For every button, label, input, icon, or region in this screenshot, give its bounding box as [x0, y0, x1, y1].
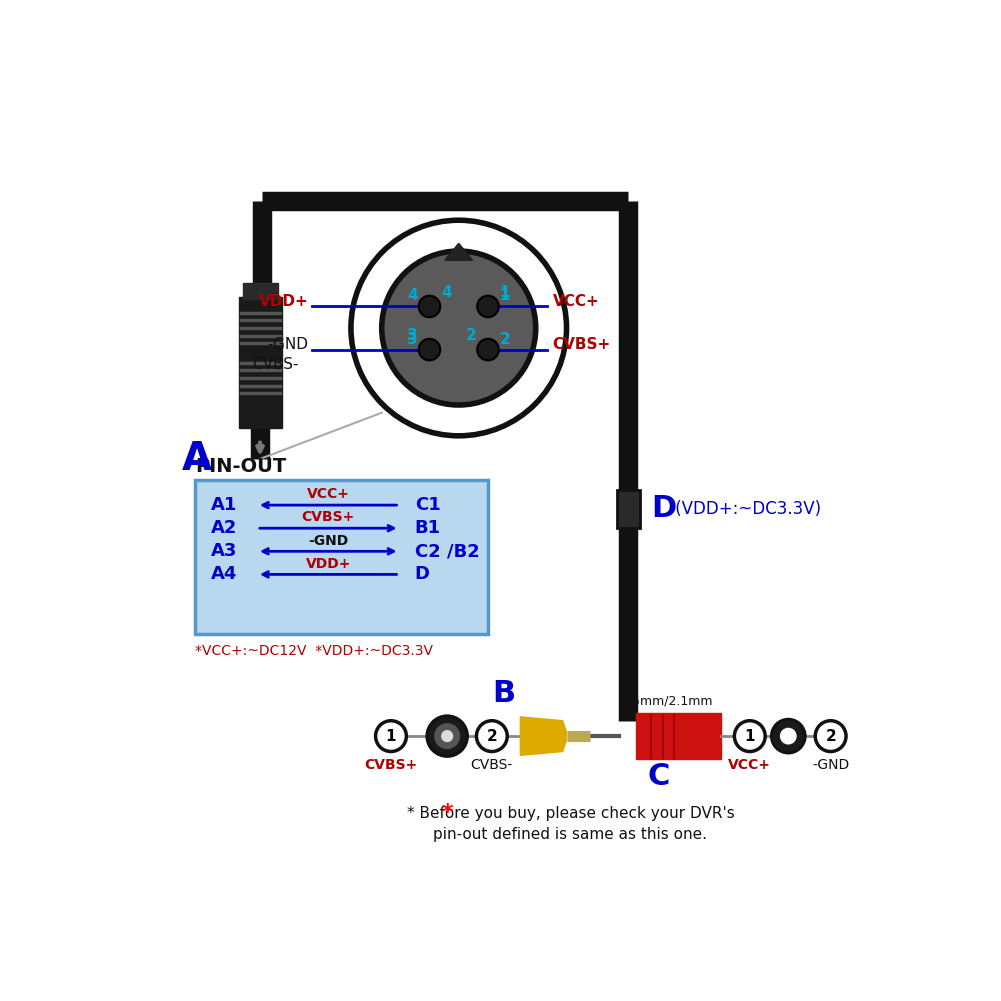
- Polygon shape: [636, 713, 721, 759]
- Text: B1: B1: [414, 520, 441, 538]
- Text: * Before you buy, please check your DVR's: * Before you buy, please check your DVR'…: [406, 806, 735, 821]
- Circle shape: [441, 731, 452, 742]
- Text: VDD+: VDD+: [259, 294, 308, 309]
- Text: -GND: -GND: [267, 337, 308, 352]
- Circle shape: [772, 719, 805, 753]
- Circle shape: [418, 295, 440, 317]
- Text: D: D: [652, 494, 677, 524]
- Polygon shape: [444, 243, 472, 260]
- Circle shape: [476, 721, 508, 752]
- Text: 1: 1: [499, 288, 511, 303]
- Text: CVBS-: CVBS-: [252, 357, 298, 372]
- Text: 5.5mm/2.1mm: 5.5mm/2.1mm: [621, 695, 713, 708]
- Circle shape: [351, 220, 567, 435]
- Text: C1: C1: [414, 496, 440, 515]
- Text: PIN-OUT: PIN-OUT: [195, 457, 286, 476]
- Text: A2: A2: [211, 520, 237, 538]
- Bar: [195, 480, 488, 635]
- Bar: [617, 489, 640, 529]
- Circle shape: [815, 721, 846, 752]
- Circle shape: [381, 251, 536, 405]
- Bar: [239, 297, 281, 428]
- Circle shape: [418, 338, 440, 360]
- Text: B: B: [491, 680, 515, 709]
- Text: -GND: -GND: [308, 534, 348, 548]
- Text: 4: 4: [441, 285, 451, 300]
- Polygon shape: [521, 717, 567, 756]
- Text: pin-out defined is same as this one.: pin-out defined is same as this one.: [433, 827, 708, 842]
- Circle shape: [427, 716, 467, 756]
- Text: A: A: [182, 439, 212, 477]
- Circle shape: [434, 724, 459, 749]
- Text: 1: 1: [499, 285, 511, 300]
- Circle shape: [735, 721, 765, 752]
- Text: *: *: [441, 803, 453, 823]
- Text: D: D: [414, 566, 429, 584]
- Text: 3: 3: [407, 332, 417, 347]
- Text: A4: A4: [211, 566, 237, 584]
- Text: CVBS+: CVBS+: [553, 337, 611, 352]
- Text: CVBS+: CVBS+: [364, 759, 417, 773]
- Text: VCC+: VCC+: [553, 294, 600, 309]
- Text: C: C: [648, 762, 670, 791]
- Text: A3: A3: [211, 543, 237, 561]
- Text: (VDD+:~DC3.3V): (VDD+:~DC3.3V): [671, 499, 822, 518]
- Text: CVBS-: CVBS-: [470, 759, 513, 773]
- Text: CVBS+: CVBS+: [301, 511, 354, 525]
- Text: VCC+: VCC+: [729, 759, 771, 773]
- Bar: [243, 283, 277, 298]
- Text: 2: 2: [825, 729, 836, 744]
- Text: 2: 2: [465, 328, 476, 343]
- Text: C2 /B2: C2 /B2: [414, 543, 479, 561]
- Circle shape: [375, 721, 406, 752]
- Text: -GND: -GND: [812, 759, 849, 773]
- Circle shape: [477, 295, 498, 317]
- Text: 2: 2: [486, 729, 497, 744]
- Text: 3: 3: [407, 328, 417, 343]
- Circle shape: [781, 729, 796, 744]
- Text: 4: 4: [407, 288, 417, 303]
- Text: 2: 2: [499, 332, 511, 347]
- Text: VDD+: VDD+: [305, 557, 351, 571]
- Text: 1: 1: [385, 729, 396, 744]
- Circle shape: [477, 338, 498, 360]
- Text: A1: A1: [211, 496, 237, 515]
- Text: VCC+: VCC+: [306, 487, 349, 502]
- Text: *VCC+:~DC12V  *VDD+:~DC3.3V: *VCC+:~DC12V *VDD+:~DC3.3V: [195, 645, 433, 659]
- Text: 1: 1: [745, 729, 755, 744]
